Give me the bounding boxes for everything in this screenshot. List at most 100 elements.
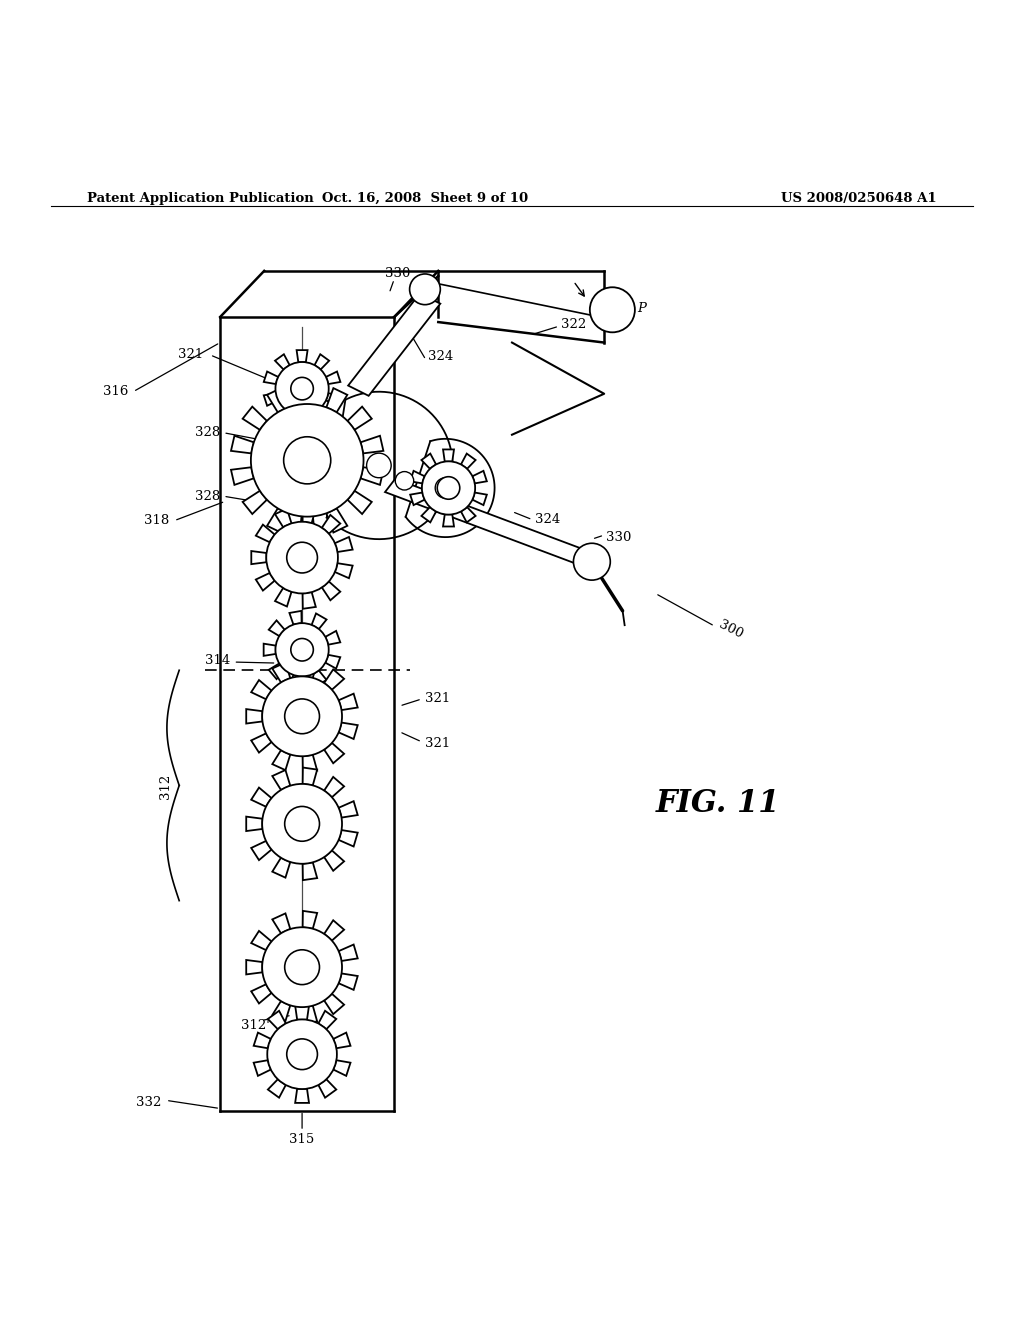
Polygon shape — [272, 750, 290, 770]
Polygon shape — [303, 660, 317, 678]
Circle shape — [437, 477, 460, 499]
Polygon shape — [275, 354, 290, 370]
Polygon shape — [275, 508, 292, 527]
Text: US 2008/0250648 A1: US 2008/0250648 A1 — [781, 191, 937, 205]
Text: 324: 324 — [535, 513, 560, 527]
Text: 330: 330 — [606, 531, 632, 544]
Circle shape — [284, 437, 331, 484]
Polygon shape — [251, 550, 266, 564]
Polygon shape — [303, 911, 317, 929]
Circle shape — [395, 471, 414, 490]
Polygon shape — [318, 1011, 336, 1030]
Circle shape — [267, 1019, 337, 1089]
Polygon shape — [314, 408, 329, 422]
Polygon shape — [295, 1089, 309, 1104]
Polygon shape — [334, 1060, 350, 1076]
Text: 321: 321 — [425, 738, 451, 751]
Polygon shape — [325, 994, 344, 1014]
Polygon shape — [254, 1032, 270, 1048]
Polygon shape — [461, 454, 475, 469]
Polygon shape — [339, 693, 357, 710]
Polygon shape — [251, 788, 271, 807]
Polygon shape — [272, 663, 290, 682]
Polygon shape — [302, 507, 315, 523]
Polygon shape — [422, 507, 436, 523]
Polygon shape — [303, 755, 317, 772]
Polygon shape — [267, 508, 288, 532]
Polygon shape — [322, 581, 340, 601]
Polygon shape — [263, 644, 275, 656]
Polygon shape — [264, 393, 279, 405]
Circle shape — [291, 639, 313, 661]
Polygon shape — [267, 388, 288, 412]
Polygon shape — [243, 407, 267, 430]
Circle shape — [262, 676, 342, 756]
Text: 314: 314 — [205, 653, 230, 667]
Polygon shape — [360, 467, 383, 484]
Circle shape — [285, 950, 319, 985]
Circle shape — [287, 543, 317, 573]
Polygon shape — [231, 467, 254, 484]
Text: 312': 312' — [241, 1019, 269, 1032]
Text: FIG. 11: FIG. 11 — [655, 788, 780, 818]
Polygon shape — [251, 985, 271, 1003]
Text: 321: 321 — [425, 693, 451, 705]
Polygon shape — [311, 671, 327, 686]
Polygon shape — [335, 564, 352, 578]
Polygon shape — [325, 850, 344, 871]
Polygon shape — [472, 471, 486, 483]
Text: 300: 300 — [717, 618, 745, 640]
Polygon shape — [303, 767, 317, 785]
Polygon shape — [275, 408, 290, 422]
Polygon shape — [297, 414, 307, 428]
Text: 315: 315 — [290, 1133, 314, 1146]
Text: 332: 332 — [136, 1096, 162, 1109]
Polygon shape — [326, 371, 340, 384]
Text: 312: 312 — [160, 774, 172, 799]
Polygon shape — [327, 388, 347, 412]
Polygon shape — [268, 1080, 286, 1098]
Circle shape — [275, 623, 329, 676]
Text: 316: 316 — [102, 385, 128, 399]
Circle shape — [285, 807, 319, 841]
Text: 321: 321 — [177, 348, 203, 362]
Polygon shape — [385, 479, 592, 566]
Polygon shape — [461, 507, 475, 523]
Polygon shape — [251, 931, 271, 950]
Polygon shape — [322, 515, 340, 533]
Circle shape — [266, 521, 338, 594]
Polygon shape — [318, 1080, 336, 1098]
Polygon shape — [251, 841, 271, 861]
Circle shape — [590, 288, 635, 333]
Polygon shape — [246, 709, 262, 723]
Polygon shape — [246, 817, 262, 832]
Circle shape — [422, 462, 475, 515]
Circle shape — [262, 784, 342, 863]
Polygon shape — [443, 449, 454, 462]
Polygon shape — [268, 664, 285, 678]
Polygon shape — [360, 436, 383, 453]
Polygon shape — [290, 611, 302, 624]
Polygon shape — [303, 862, 317, 880]
Polygon shape — [311, 614, 327, 630]
Polygon shape — [299, 384, 315, 404]
Circle shape — [367, 453, 391, 478]
Text: Patent Application Publication: Patent Application Publication — [87, 191, 313, 205]
Circle shape — [275, 362, 329, 416]
Polygon shape — [290, 675, 302, 689]
Circle shape — [410, 275, 440, 305]
Polygon shape — [339, 722, 357, 739]
Polygon shape — [264, 371, 279, 384]
Polygon shape — [251, 680, 271, 700]
Polygon shape — [302, 593, 315, 609]
Text: P: P — [637, 302, 646, 315]
Polygon shape — [339, 945, 357, 961]
Polygon shape — [443, 515, 454, 527]
Text: 328: 328 — [195, 426, 220, 440]
Circle shape — [287, 1039, 317, 1069]
Polygon shape — [348, 293, 440, 396]
Polygon shape — [303, 1006, 317, 1023]
Circle shape — [435, 478, 456, 498]
Polygon shape — [325, 669, 344, 690]
Polygon shape — [325, 743, 344, 763]
